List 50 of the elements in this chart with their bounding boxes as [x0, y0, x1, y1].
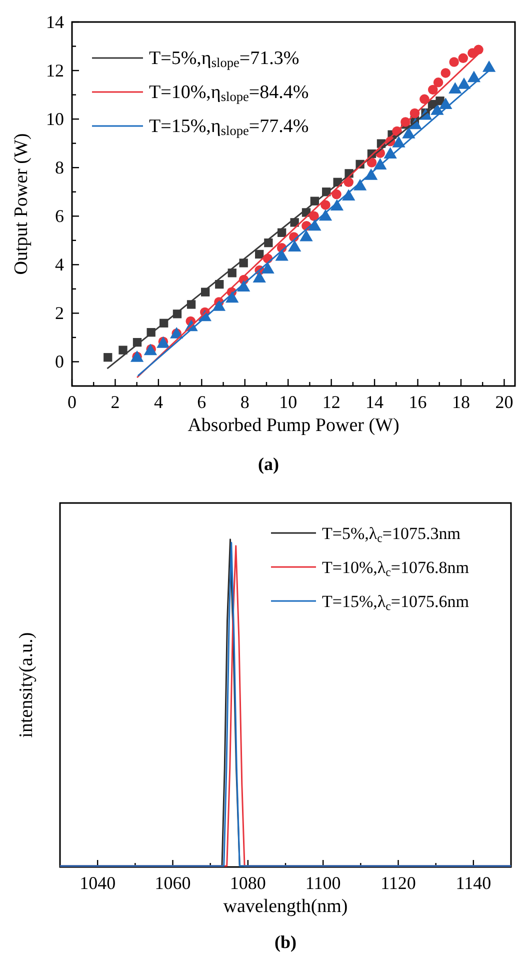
point	[420, 94, 430, 104]
x-axis-title: Absorbed Pump Power (W)	[188, 415, 400, 436]
x-axis-title: wavelength(nm)	[223, 896, 348, 917]
x-tick-label: 1040	[80, 873, 116, 893]
y-tick-label: 8	[55, 158, 64, 178]
point	[332, 189, 342, 200]
point	[255, 250, 264, 259]
text: (a)	[258, 454, 279, 474]
y-tick-label: 4	[55, 254, 64, 275]
x-tick-label: 8	[240, 392, 250, 412]
legend-label: T=5%,λ$_{c}$=1075.3nm	[322, 524, 460, 545]
y-tick-label: 6	[55, 206, 64, 226]
point	[449, 57, 459, 67]
x-tick-label: 16	[408, 392, 427, 412]
text: (b)	[274, 932, 297, 952]
y-tick-label: 0	[55, 352, 64, 372]
y-tick-label: 10	[46, 109, 64, 130]
y-tick-label: 14	[46, 12, 64, 32]
x-tick-label: 1100	[305, 873, 341, 893]
legend-label: T=10%,λ$_{c}$=1076.8nm	[322, 558, 469, 579]
point	[474, 44, 484, 55]
x-tick-label: 10	[279, 392, 298, 412]
legend-label: T=15%,η$_{slope}$=77.4%	[149, 116, 309, 138]
x-tick-label: 1120	[380, 873, 416, 893]
x-tick-label: 1140	[456, 873, 492, 893]
y-axis-title: intensity(a.u.)	[16, 632, 37, 738]
y-axis-title: Output Power (W)	[11, 133, 32, 275]
y-tick-label: 2	[55, 303, 64, 324]
x-tick-label: 12	[322, 392, 340, 412]
legend-label: T=10%,η$_{slope}$=84.4%	[149, 82, 309, 104]
x-tick-label: 6	[197, 392, 206, 412]
x-tick-label: 0	[68, 392, 76, 412]
y-tick-label: 12	[46, 60, 64, 81]
legend-label: T=15%,λ$_{c}$=1075.6nm	[322, 592, 469, 613]
x-tick-label: 4	[154, 392, 163, 412]
x-tick-label: 2	[110, 392, 120, 412]
point	[118, 346, 128, 354]
point	[433, 78, 444, 88]
point	[320, 200, 330, 210]
point	[366, 158, 377, 168]
point	[458, 53, 468, 64]
point	[104, 353, 112, 362]
x-tick-label: 14	[366, 392, 384, 412]
point	[440, 68, 451, 78]
x-tick-label: 1060	[154, 873, 191, 893]
x-tick-label: 18	[452, 392, 470, 412]
legend-label: T=5%,η$_{slope}$=71.3%	[149, 48, 300, 70]
point	[428, 84, 438, 95]
x-tick-label: 20	[495, 392, 514, 412]
x-tick-label: 1080	[230, 873, 266, 893]
